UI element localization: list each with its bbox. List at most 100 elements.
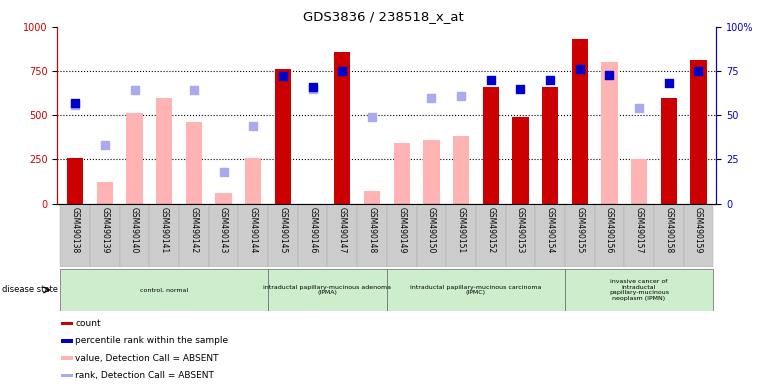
Point xyxy=(129,88,141,94)
Text: GSM490144: GSM490144 xyxy=(249,207,258,254)
Bar xyxy=(446,205,476,267)
Text: GDS3836 / 238518_x_at: GDS3836 / 238518_x_at xyxy=(303,10,463,23)
Bar xyxy=(156,98,172,204)
Point xyxy=(366,114,378,120)
Text: GSM490149: GSM490149 xyxy=(397,207,406,254)
Text: GSM490151: GSM490151 xyxy=(457,207,466,253)
Text: GSM490147: GSM490147 xyxy=(338,207,347,254)
Text: control, normal: control, normal xyxy=(140,287,188,293)
Text: GSM490140: GSM490140 xyxy=(130,207,139,254)
Bar xyxy=(245,157,261,204)
Bar xyxy=(565,205,594,267)
Bar xyxy=(268,269,387,311)
Bar xyxy=(476,205,506,267)
Text: GSM490146: GSM490146 xyxy=(308,207,317,254)
Text: GSM490138: GSM490138 xyxy=(70,207,80,253)
Bar xyxy=(357,205,387,267)
Point xyxy=(604,71,616,78)
Bar xyxy=(275,69,291,204)
Text: GSM490158: GSM490158 xyxy=(664,207,673,253)
Bar xyxy=(594,205,624,267)
Bar xyxy=(61,339,74,343)
Point xyxy=(485,77,497,83)
Bar xyxy=(690,60,706,204)
Bar xyxy=(483,87,499,204)
Bar xyxy=(660,98,677,204)
Text: GSM490143: GSM490143 xyxy=(219,207,228,254)
Text: GSM490141: GSM490141 xyxy=(160,207,169,253)
Text: intraductal papillary-mucinous adenoma
(IPMA): intraductal papillary-mucinous adenoma (… xyxy=(264,285,391,295)
Bar xyxy=(215,193,232,204)
Point xyxy=(336,68,349,74)
Bar xyxy=(334,51,351,204)
Point xyxy=(514,86,526,92)
Bar xyxy=(631,159,647,204)
Bar xyxy=(61,269,268,311)
Text: GSM490159: GSM490159 xyxy=(694,207,703,254)
Bar xyxy=(328,205,357,267)
Point xyxy=(188,88,200,94)
Bar xyxy=(90,205,119,267)
Text: disease state: disease state xyxy=(2,285,57,295)
Bar xyxy=(298,205,328,267)
Bar xyxy=(387,205,417,267)
Bar xyxy=(179,205,209,267)
Text: GSM490155: GSM490155 xyxy=(575,207,584,254)
Bar xyxy=(601,62,617,204)
Text: GSM490152: GSM490152 xyxy=(486,207,495,253)
Point xyxy=(663,80,675,86)
Bar xyxy=(683,205,713,267)
Bar xyxy=(542,87,558,204)
Point xyxy=(544,77,556,83)
Text: GSM490145: GSM490145 xyxy=(279,207,287,254)
Bar xyxy=(238,205,268,267)
Point xyxy=(455,93,467,99)
Text: GSM490142: GSM490142 xyxy=(189,207,198,253)
Bar xyxy=(453,136,469,204)
Bar xyxy=(126,113,142,204)
Bar xyxy=(423,140,440,204)
Text: invasive cancer of
intraductal
papillary-mucinous
neoplasm (IPMN): invasive cancer of intraductal papillary… xyxy=(609,279,669,301)
Bar xyxy=(97,182,113,204)
Point xyxy=(306,84,319,90)
Text: GSM490150: GSM490150 xyxy=(427,207,436,254)
Bar xyxy=(61,356,74,360)
Text: GSM490139: GSM490139 xyxy=(100,207,110,254)
Point xyxy=(69,101,81,108)
Bar xyxy=(61,205,90,267)
Bar xyxy=(268,205,298,267)
Point xyxy=(425,94,437,101)
Text: percentile rank within the sample: percentile rank within the sample xyxy=(75,336,228,345)
Bar xyxy=(61,322,74,325)
Text: value, Detection Call = ABSENT: value, Detection Call = ABSENT xyxy=(75,354,219,362)
Bar xyxy=(61,374,74,377)
Bar xyxy=(186,122,202,204)
Bar xyxy=(565,269,713,311)
Bar xyxy=(275,104,291,204)
Text: GSM490157: GSM490157 xyxy=(634,207,643,254)
Bar xyxy=(624,205,654,267)
Text: rank, Detection Call = ABSENT: rank, Detection Call = ABSENT xyxy=(75,371,214,380)
Text: GSM490156: GSM490156 xyxy=(605,207,614,254)
Bar xyxy=(417,205,446,267)
Text: GSM490148: GSM490148 xyxy=(368,207,377,253)
Bar xyxy=(535,205,565,267)
Bar xyxy=(571,39,588,204)
Bar xyxy=(506,205,535,267)
Point xyxy=(574,66,586,72)
Point xyxy=(633,105,645,111)
Text: GSM490154: GSM490154 xyxy=(545,207,555,254)
Point xyxy=(218,169,230,175)
Bar xyxy=(512,117,529,204)
Text: count: count xyxy=(75,319,101,328)
Text: GSM490153: GSM490153 xyxy=(516,207,525,254)
Bar xyxy=(149,205,179,267)
Bar xyxy=(364,191,380,204)
Point xyxy=(306,86,319,92)
Point xyxy=(247,123,260,129)
Point xyxy=(99,142,111,148)
Bar xyxy=(119,205,149,267)
Point xyxy=(692,68,705,74)
Point xyxy=(277,73,289,79)
Bar xyxy=(387,269,565,311)
